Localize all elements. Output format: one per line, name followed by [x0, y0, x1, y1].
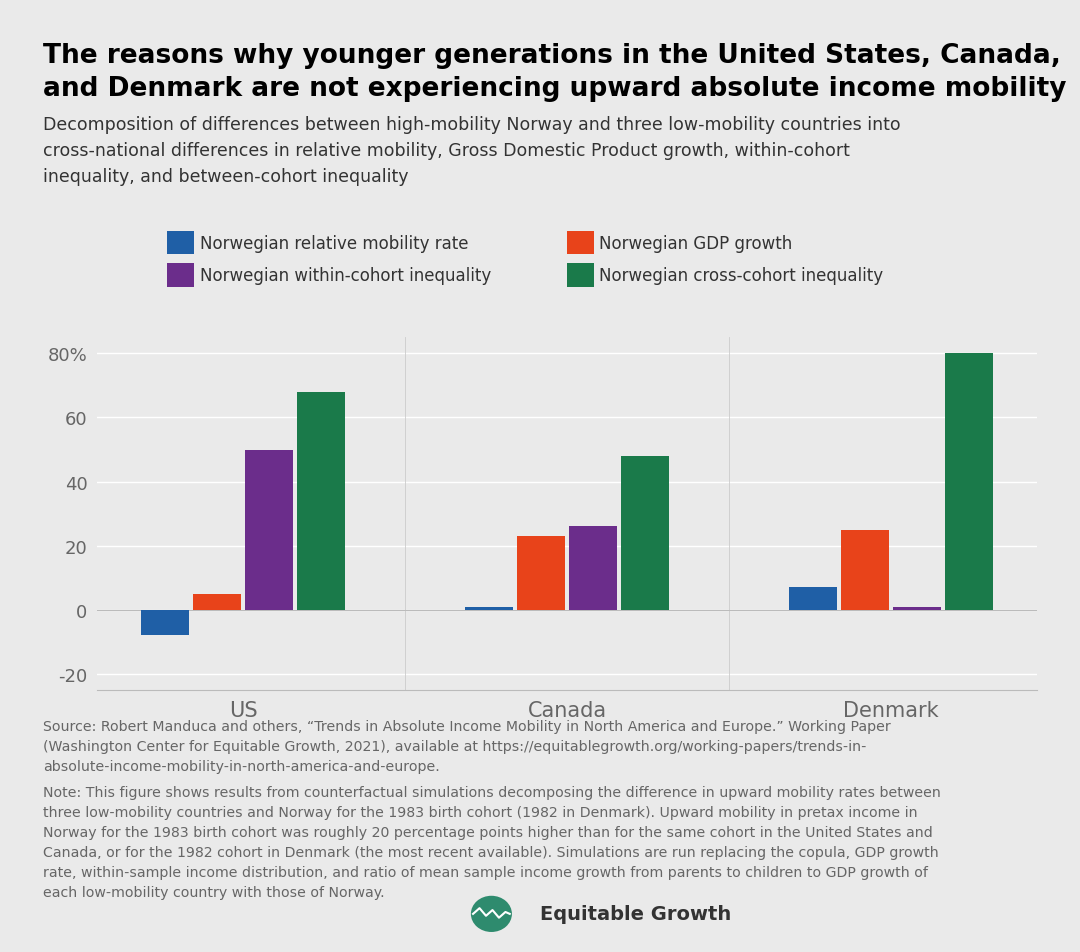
Text: Equitable Growth: Equitable Growth [540, 904, 731, 923]
Bar [945, 354, 993, 610]
Text: and Denmark are not experiencing upward absolute income mobility: and Denmark are not experiencing upward … [43, 76, 1067, 102]
Bar [465, 607, 513, 610]
Bar [621, 456, 669, 610]
Text: Norwegian cross-cohort inequality: Norwegian cross-cohort inequality [599, 268, 883, 285]
Bar [297, 392, 345, 610]
Text: The reasons why younger generations in the United States, Canada,: The reasons why younger generations in t… [43, 43, 1061, 69]
Bar [789, 587, 837, 610]
Text: Decomposition of differences between high-mobility Norway and three low-mobility: Decomposition of differences between hig… [43, 116, 901, 186]
Text: Source: Robert Manduca and others, “Trends in Absolute Income Mobility in North : Source: Robert Manduca and others, “Tren… [43, 719, 891, 773]
Bar [841, 530, 889, 610]
Bar [245, 450, 293, 610]
Text: Norwegian relative mobility rate: Norwegian relative mobility rate [200, 235, 469, 252]
Bar [569, 526, 617, 610]
Text: Norwegian within-cohort inequality: Norwegian within-cohort inequality [200, 268, 491, 285]
Bar [517, 537, 565, 610]
Text: Norwegian GDP growth: Norwegian GDP growth [599, 235, 793, 252]
Bar [893, 607, 941, 610]
Bar [193, 594, 241, 610]
Text: Note: This figure shows results from counterfactual simulations decomposing the : Note: This figure shows results from cou… [43, 785, 941, 900]
Bar [141, 610, 189, 636]
